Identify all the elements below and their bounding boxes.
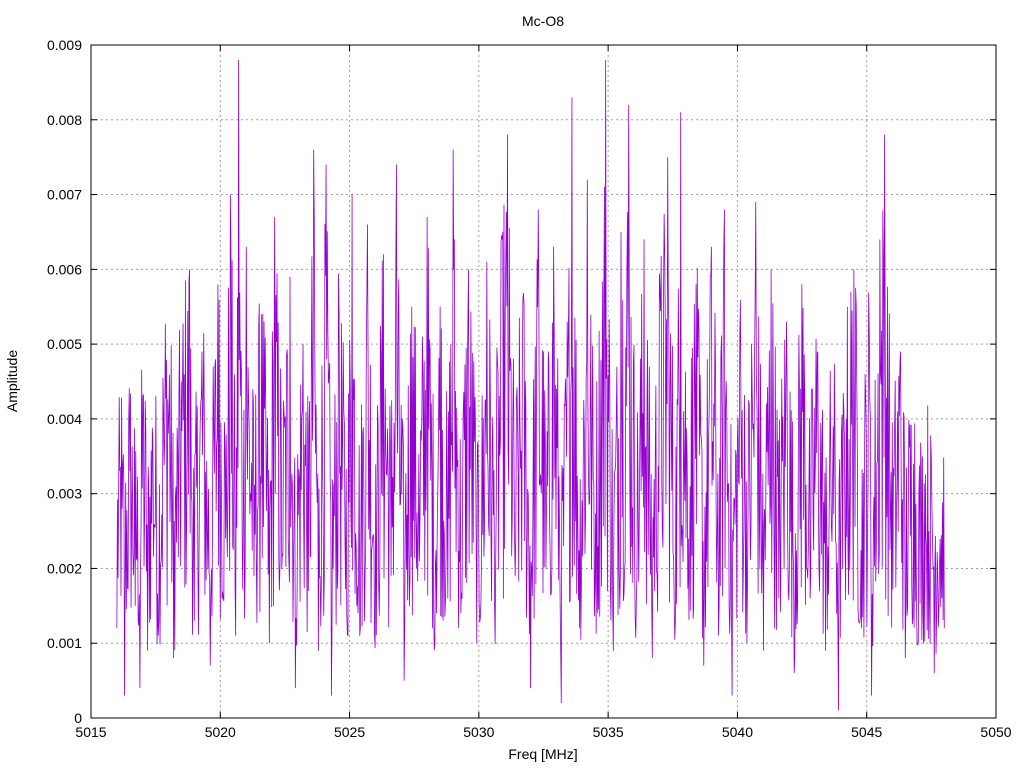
y-tick-label: 0.008 [47, 112, 82, 128]
ticks [90, 44, 997, 719]
y-tick-label: 0.006 [47, 261, 82, 277]
x-tick-label: 5030 [463, 724, 494, 740]
y-tick-label: 0.001 [47, 635, 82, 651]
plot-frame [90, 44, 997, 719]
x-tick-label: 5045 [851, 724, 882, 740]
x-tick-label: 5025 [334, 724, 365, 740]
x-tick-label: 5035 [593, 724, 624, 740]
y-tick-label: 0.007 [47, 187, 82, 203]
y-tick-label: 0.004 [47, 411, 82, 427]
y-tick-label: 0.009 [47, 37, 82, 53]
x-tick-label: 5015 [75, 724, 106, 740]
y-tick-label: 0 [74, 710, 82, 726]
series-layer [116, 59, 945, 711]
y-axis-label: Amplitude [4, 350, 20, 412]
x-axis-label: Freq [MHz] [508, 746, 577, 762]
tick-labels: 5015 5020 5025 5030 5035 5040 5045 5050 0 0.001 0.… [47, 37, 1012, 740]
y-tick-label: 0.005 [47, 336, 82, 352]
x-tick-label: 5050 [980, 724, 1011, 740]
x-tick-label: 5020 [205, 724, 236, 740]
chart-title: Mc-O8 [522, 13, 564, 29]
series-line [116, 59, 945, 711]
y-tick-label: 0.002 [47, 560, 82, 576]
y-tick-label: 0.003 [47, 486, 82, 502]
x-tick-label: 5040 [722, 724, 753, 740]
